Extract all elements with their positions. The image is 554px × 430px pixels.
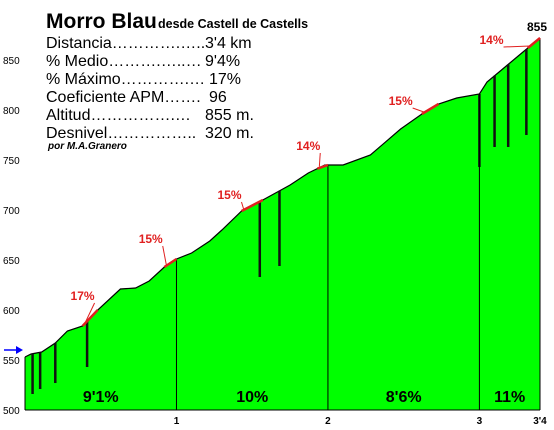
stat-max-grade-label: % Máximo………….… [46, 71, 206, 88]
steep-pointer-3 [318, 152, 321, 167]
stat-apm-label: Coeficiente APM……. [46, 89, 201, 106]
start-arrow-head [16, 346, 23, 354]
steep-label-3: 14% [296, 139, 320, 153]
x-tick-label-3'4: 3'4 [533, 416, 547, 427]
stat-avg-grade-label: % Medio……….…..… [46, 53, 202, 70]
y-tick-label-650: 650 [3, 256, 20, 267]
stat-distance-value: 3'4 km [205, 35, 252, 52]
steep-label-2: 15% [217, 188, 241, 202]
author-credit: por M.A.Granero [48, 141, 127, 152]
x-tick-label-1: 1 [174, 416, 180, 427]
x-axis: 1 2 3 3'4 [25, 409, 547, 427]
steep-label-5: 14% [480, 33, 504, 47]
x-tick-label-2: 2 [325, 416, 331, 427]
steep-segment-2 [241, 198, 264, 213]
x-tick-label-3: 3 [477, 416, 483, 427]
km-marker-lines [175, 94, 480, 410]
steep-pointer-5 [503, 45, 530, 48]
steep-label-1: 15% [139, 232, 163, 246]
stat-altitude-label: Altitud…………….… [46, 107, 191, 124]
segment-gradient-label-0: 9'1% [83, 389, 119, 406]
steep-pointer-2 [241, 201, 245, 210]
steep-segment-3 [316, 163, 329, 170]
gradient-labels: 9'1% 10% 8'6% 11% [83, 389, 525, 406]
stat-distance-label: Distancia………….….. [46, 35, 206, 52]
stat-max-grade-value: 17% [209, 71, 242, 88]
y-axis-ticks: 500 550 600 650 700 750 800 850 [3, 56, 20, 417]
steep-segment-1 [163, 257, 178, 269]
segment-gradient-label-2: 8'6% [386, 389, 422, 406]
y-tick-label-500: 500 [3, 406, 20, 417]
profile-fill [25, 38, 540, 410]
stat-altitude-value: 855 m. [205, 107, 254, 124]
y-tick-label-550: 550 [3, 356, 20, 367]
y-tick-label-750: 750 [3, 156, 20, 167]
chart-title: Morro Blau [46, 10, 157, 33]
segment-gradient-label-3: 11% [494, 389, 525, 406]
stat-elevation-gain-label: Desnivel…………….. [46, 125, 197, 142]
stat-avg-grade-value: 9'4% [205, 53, 241, 70]
stat-apm-value: 96 [209, 89, 227, 106]
y-tick-label-600: 600 [3, 306, 20, 317]
y-tick-label-700: 700 [3, 206, 20, 217]
steep-label-0: 17% [71, 289, 95, 303]
steep-pointer-4 [412, 107, 425, 113]
steep-segment-4 [421, 102, 440, 116]
start-arrow [4, 346, 23, 354]
y-tick-label-800: 800 [3, 106, 20, 117]
summit-label: 855 [527, 20, 547, 34]
steep-segment-5 [527, 37, 541, 49]
stat-elevation-gain-value: 320 m. [205, 125, 254, 142]
steep-pointer-1 [162, 245, 167, 266]
steep-label-4: 15% [389, 94, 413, 108]
segment-gradient-label-1: 10% [236, 389, 268, 406]
steep-pointer-0 [84, 302, 96, 325]
y-tick-label-850: 850 [3, 56, 20, 67]
chart-subtitle: desde Castell de Castells [158, 17, 309, 31]
steep-sections: 17% 15% 15% 14% 15% 14% [71, 33, 541, 327]
